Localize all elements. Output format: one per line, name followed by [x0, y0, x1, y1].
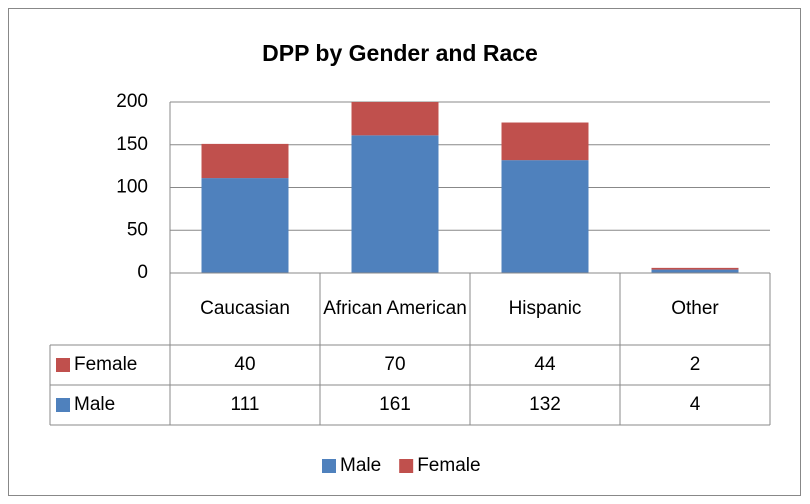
- x-tick-cell: Other: [671, 298, 719, 319]
- x-tick-cell: Caucasian: [200, 298, 290, 319]
- legend-label: Male: [340, 455, 381, 476]
- bar: [201, 178, 289, 273]
- x-tick-cell: African American: [323, 298, 467, 319]
- legend-key: [399, 459, 414, 473]
- legend-label: Female: [417, 455, 480, 476]
- bars: [201, 102, 739, 273]
- x-tick-cell: Hispanic: [508, 298, 582, 319]
- table-value: 2: [690, 354, 701, 375]
- bar: [651, 269, 739, 273]
- table-value: 40: [234, 354, 255, 375]
- table-legend-key: [56, 398, 70, 412]
- table-legend-key: [56, 358, 70, 372]
- x-tick-label: Caucasian: [200, 298, 290, 319]
- bar: [351, 102, 439, 136]
- x-tick-label: Hispanic: [508, 298, 582, 319]
- y-tick-label: 200: [116, 91, 148, 112]
- bar: [201, 143, 289, 179]
- table-value: 44: [534, 354, 556, 375]
- x-tick-label: Other: [671, 298, 719, 319]
- y-tick-label: 100: [116, 177, 148, 198]
- chart-title: DPP by Gender and Race: [262, 40, 538, 66]
- table-value: 70: [384, 354, 405, 375]
- table-row-label: Male: [74, 394, 115, 415]
- table-value: 4: [690, 394, 701, 415]
- legend-key: [322, 459, 336, 473]
- bar: [651, 267, 739, 270]
- bar: [501, 160, 589, 273]
- table-value: 161: [379, 394, 411, 415]
- bar: [501, 122, 589, 161]
- table-row-label: Female: [74, 354, 137, 375]
- y-tick-label: 50: [127, 219, 148, 240]
- y-tick-label: 0: [137, 262, 148, 283]
- x-tick-label: African American: [323, 298, 467, 319]
- table-value: 111: [231, 394, 260, 415]
- bar: [351, 135, 439, 273]
- table-value: 132: [529, 394, 561, 415]
- y-tick-label: 150: [116, 134, 148, 155]
